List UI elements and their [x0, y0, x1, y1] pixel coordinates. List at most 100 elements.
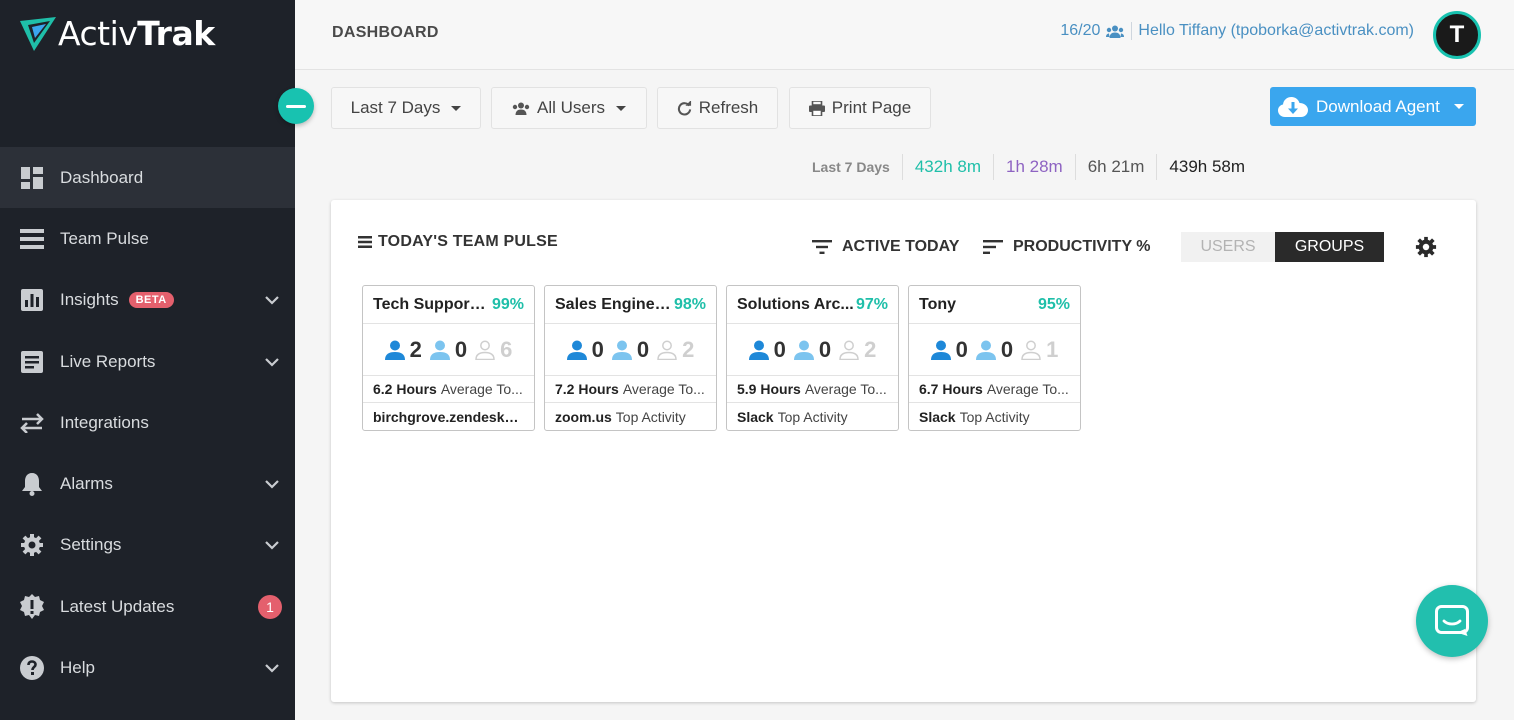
user-passive-icon [793, 340, 814, 360]
date-range-dropdown[interactable]: Last 7 Days [331, 87, 481, 129]
active-users-count: 0 [566, 337, 604, 363]
users-dropdown[interactable]: All Users [491, 87, 647, 129]
stats-period-label: Last 7 Days [812, 159, 890, 175]
sidebar-collapse-button[interactable] [278, 88, 314, 124]
user-passive-icon [975, 340, 996, 360]
sidebar-item-label: Help [60, 658, 95, 678]
toggle-users[interactable]: USERS [1181, 232, 1275, 262]
user-active-icon [930, 340, 951, 360]
user-greeting[interactable]: Hello Tiffany (tpoborka@activtrak.com) [1138, 22, 1414, 39]
user-active-icon [566, 340, 587, 360]
sidebar-item-label: Latest Updates [60, 596, 175, 616]
print-label: Print Page [831, 98, 912, 117]
sidebar-item-latest-updates[interactable]: Latest Updates 1 [0, 576, 295, 637]
sidebar-item-label: Insights [60, 290, 119, 310]
average-hours: 6.2 Hours Average To... [363, 376, 534, 403]
top-activity: Slack Top Activity [737, 408, 848, 425]
productivity-percent: 98% [673, 295, 706, 313]
chevron-down-icon [265, 352, 279, 372]
user-inactive-icon [657, 340, 677, 360]
productivity-percent: 99% [491, 295, 524, 313]
productivity-percent: 95% [1037, 295, 1070, 313]
group-name: Tony [919, 295, 957, 313]
top-activity: zoom.us Top Activity [555, 408, 686, 425]
sidebar-item-team-pulse[interactable]: Team Pulse [0, 208, 295, 269]
sidebar-item-integrations[interactable]: Integrations [0, 392, 295, 453]
passive-users-count: 0 [975, 337, 1013, 363]
passive-users-count: 0 [429, 337, 467, 363]
chevron-down-icon [265, 290, 279, 310]
minus-icon [286, 104, 306, 108]
chevron-down-icon [265, 474, 279, 494]
active-users-count: 0 [930, 337, 968, 363]
unproductive-time[interactable]: 1h 28m [1006, 157, 1063, 176]
bell-icon [19, 471, 45, 497]
sidebar-item-alarms[interactable]: Alarms [0, 453, 295, 514]
insights-icon [19, 287, 45, 313]
sidebar-item-live-reports[interactable]: Live Reports [0, 331, 295, 392]
user-active-icon [384, 340, 405, 360]
group-name: Tech Support ... [373, 295, 490, 313]
caret-down-icon [1454, 104, 1464, 109]
cloud-download-icon [1278, 96, 1308, 117]
group-card-sales-engineering[interactable]: Sales Enginee... 98% 0 0 2 7.2 Hours Avera… [544, 285, 717, 431]
total-time[interactable]: 439h 58m [1169, 157, 1246, 176]
download-agent-button[interactable]: Download Agent [1270, 87, 1476, 126]
sidebar-item-settings[interactable]: Settings [0, 515, 295, 576]
chat-launcher-button[interactable] [1416, 585, 1488, 657]
print-page-button[interactable]: Print Page [789, 87, 931, 129]
team-pulse-icon [358, 236, 372, 248]
logo-text: ActivTrak [58, 14, 215, 53]
users-label: All Users [536, 98, 605, 117]
updates-icon [19, 593, 45, 620]
integrations-icon [19, 410, 45, 436]
inactive-users-count: 1 [1021, 337, 1058, 363]
date-range-label: Last 7 Days [350, 98, 441, 117]
passive-users-count: 0 [611, 337, 649, 363]
chat-icon [1435, 605, 1469, 636]
productivity-percent: 97% [855, 295, 888, 313]
gear-icon[interactable] [1415, 236, 1437, 263]
license-count[interactable]: 16/20 [1060, 22, 1133, 40]
user-passive-icon [611, 340, 632, 360]
undefined-time[interactable]: 6h 21m [1087, 157, 1145, 176]
caret-down-icon [451, 105, 462, 111]
sidebar-item-insights[interactable]: Insights BETA [0, 270, 295, 331]
user-active-icon [748, 340, 769, 360]
team-pulse-icon [19, 226, 45, 252]
refresh-button[interactable]: Refresh [657, 87, 778, 129]
panel-title: TODAY'S TEAM PULSE [358, 233, 558, 251]
chevron-down-icon [265, 658, 279, 678]
activtrak-logo[interactable]: ActivTrak [20, 14, 215, 53]
sort-productivity-label: PRODUCTIVITY % [1013, 238, 1151, 255]
average-hours: 6.7 Hours Average To... [909, 376, 1080, 403]
average-hours: 7.2 Hours Average To... [545, 376, 716, 403]
group-card-solutions-architects[interactable]: Solutions Arc... 97% 0 0 2 5.9 Hours Avera… [726, 285, 899, 431]
sidebar-item-dashboard[interactable]: Dashboard [0, 147, 295, 209]
sort-productivity-button[interactable]: PRODUCTIVITY % [983, 238, 1151, 256]
page-title: DASHBOARD [332, 24, 439, 41]
productivity-summary: Last 7 Days 432h 8m 1h 28m 6h 21m 439h 5… [800, 150, 1257, 184]
top-activity: birchgrove.zendesk.... [373, 408, 520, 425]
sidebar-item-label: Integrations [60, 412, 149, 432]
user-passive-icon [429, 340, 450, 360]
filter-icon [812, 240, 832, 254]
group-card-tech-support[interactable]: Tech Support ... 99% 2 0 6 6.2 Hours Avera… [362, 285, 535, 431]
toggle-groups[interactable]: GROUPS [1275, 232, 1384, 262]
productive-time[interactable]: 432h 8m [914, 157, 981, 176]
sidebar-item-label: Settings [60, 535, 122, 555]
sidebar-item-help[interactable]: Help [0, 637, 295, 698]
download-agent-label: Download Agent [1316, 96, 1440, 116]
dashboard-icon [19, 165, 45, 191]
inactive-users-count: 6 [475, 337, 512, 363]
download-agent-main[interactable]: Download Agent [1270, 87, 1442, 126]
avatar[interactable]: T [1433, 11, 1481, 59]
group-name: Sales Enginee... [555, 295, 672, 313]
sort-active-label: ACTIVE TODAY [842, 238, 960, 255]
printer-icon [808, 100, 825, 116]
sort-active-today-button[interactable]: ACTIVE TODAY [812, 238, 959, 256]
refresh-label: Refresh [698, 98, 759, 117]
download-agent-options[interactable] [1442, 87, 1476, 126]
group-card-tony[interactable]: Tony 95% 0 0 1 6.7 Hours Average To... Sla… [908, 285, 1081, 431]
user-inactive-icon [839, 340, 859, 360]
